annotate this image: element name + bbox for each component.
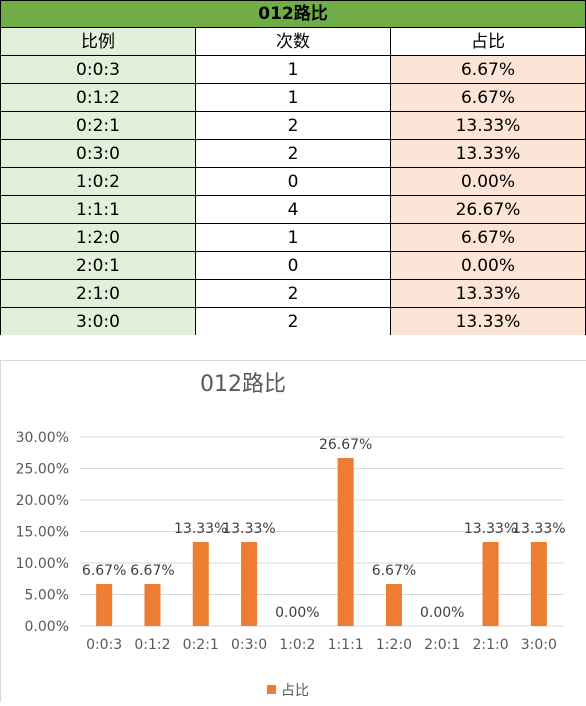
- table-row: 3:0:0 2 13.33%: [0, 307, 586, 336]
- y-tick-label: 5.00%: [25, 588, 69, 604]
- cell-percent[interactable]: 26.67%: [390, 195, 586, 224]
- cell-percent[interactable]: 0.00%: [390, 251, 586, 280]
- data-label: 6.67%: [372, 563, 416, 579]
- data-label: 13.33%: [174, 521, 227, 537]
- cell-ratio[interactable]: 0:1:2: [0, 83, 196, 112]
- y-tick-label: 15.00%: [16, 525, 69, 541]
- table-row: 1:2:0 1 6.67%: [0, 223, 586, 252]
- header-ratio[interactable]: 比例: [0, 27, 196, 56]
- bar[interactable]: [144, 583, 161, 626]
- cell-count[interactable]: 2: [195, 139, 391, 168]
- cell-count[interactable]: 2: [195, 279, 391, 308]
- bar[interactable]: [241, 542, 258, 626]
- data-label: 13.33%: [464, 521, 517, 537]
- table-row: 0:2:1 2 13.33%: [0, 111, 586, 140]
- cell-count[interactable]: 2: [195, 111, 391, 140]
- y-tick-label: 10.00%: [16, 556, 69, 572]
- cell-ratio[interactable]: 1:2:0: [0, 223, 196, 252]
- table-row: 1:1:1 4 26.67%: [0, 195, 586, 224]
- table-row: 0:3:0 2 13.33%: [0, 139, 586, 168]
- legend-label: 占比: [281, 683, 309, 699]
- table-header-row: 比例 次数 占比: [0, 27, 586, 56]
- cell-ratio[interactable]: 0:0:3: [0, 55, 196, 84]
- ratio-table: 012路比 比例 次数 占比 0:0:3 1 6.67% 0:1:2 1 6.67% 0:2…: [0, 0, 586, 336]
- x-tick-label: 2:1:0: [472, 637, 508, 653]
- cell-percent[interactable]: 0.00%: [390, 167, 586, 196]
- cell-percent[interactable]: 13.33%: [390, 279, 586, 308]
- x-tick-label: 1:1:1: [328, 637, 364, 653]
- cell-ratio[interactable]: 0:2:1: [0, 111, 196, 140]
- data-label: 6.67%: [82, 563, 126, 579]
- chart-title: 012路比: [200, 372, 286, 397]
- bar[interactable]: [96, 583, 113, 626]
- data-label: 26.67%: [319, 437, 372, 453]
- table-row: 2:1:0 2 13.33%: [0, 279, 586, 308]
- cell-ratio[interactable]: 0:3:0: [0, 139, 196, 168]
- table-row: 0:0:3 1 6.67%: [0, 55, 586, 84]
- x-tick-label: 0:3:0: [231, 637, 267, 653]
- data-label: 0.00%: [420, 605, 464, 621]
- bar[interactable]: [530, 542, 547, 626]
- cell-count[interactable]: 2: [195, 307, 391, 336]
- legend-swatch: [267, 685, 276, 694]
- cell-count[interactable]: 0: [195, 167, 391, 196]
- cell-ratio[interactable]: 1:0:2: [0, 167, 196, 196]
- y-tick-label: 0.00%: [25, 619, 69, 635]
- table-row: 1:0:2 0 0.00%: [0, 167, 586, 196]
- data-label: 13.33%: [512, 521, 565, 537]
- x-tick-label: 3:0:0: [521, 637, 557, 653]
- cell-percent[interactable]: 6.67%: [390, 223, 586, 252]
- bar-chart: 012路比 0.00% 5.00% 10.00% 15.00% 20.00% 25.00%…: [16, 372, 566, 699]
- cell-percent[interactable]: 13.33%: [390, 111, 586, 140]
- cell-percent[interactable]: 13.33%: [390, 139, 586, 168]
- cell-count[interactable]: 1: [195, 55, 391, 84]
- header-count[interactable]: 次数: [195, 27, 391, 56]
- x-tick-label: 1:0:2: [279, 637, 315, 653]
- cell-count[interactable]: 4: [195, 195, 391, 224]
- y-tick-label: 20.00%: [16, 493, 69, 509]
- bar[interactable]: [192, 542, 209, 626]
- cell-count[interactable]: 1: [195, 223, 391, 252]
- header-percent[interactable]: 占比: [390, 27, 586, 56]
- cell-count[interactable]: 1: [195, 83, 391, 112]
- cell-count[interactable]: 0: [195, 251, 391, 280]
- cell-percent[interactable]: 13.33%: [390, 307, 586, 336]
- y-tick-label: 25.00%: [16, 462, 69, 478]
- x-tick-label: 0:0:3: [86, 637, 122, 653]
- cell-percent[interactable]: 6.67%: [390, 55, 586, 84]
- table-row: 0:1:2 1 6.67%: [0, 83, 586, 112]
- cell-ratio[interactable]: 2:1:0: [0, 279, 196, 308]
- x-tick-label: 0:1:2: [134, 637, 170, 653]
- table-title[interactable]: 012路比: [0, 0, 586, 28]
- x-tick-label: 2:0:1: [424, 637, 460, 653]
- data-label: 6.67%: [130, 563, 174, 579]
- cell-ratio[interactable]: 3:0:0: [0, 307, 196, 336]
- chart-legend: 占比: [267, 683, 309, 699]
- y-tick-label: 30.00%: [16, 430, 69, 446]
- x-tick-label: 0:2:1: [183, 637, 219, 653]
- bar[interactable]: [337, 457, 354, 626]
- cell-percent[interactable]: 6.67%: [390, 83, 586, 112]
- cell-ratio[interactable]: 1:1:1: [0, 195, 196, 224]
- empty-row[interactable]: [0, 335, 586, 360]
- data-label: 13.33%: [222, 521, 275, 537]
- cell-ratio[interactable]: 2:0:1: [0, 251, 196, 280]
- chart-area[interactable]: 012路比 0.00% 5.00% 10.00% 15.00% 20.00% 25.00%…: [0, 360, 586, 702]
- table-row: 2:0:1 0 0.00%: [0, 251, 586, 280]
- x-tick-label: 1:2:0: [376, 637, 412, 653]
- bar[interactable]: [385, 583, 402, 626]
- bar[interactable]: [482, 542, 499, 626]
- data-label: 0.00%: [275, 605, 319, 621]
